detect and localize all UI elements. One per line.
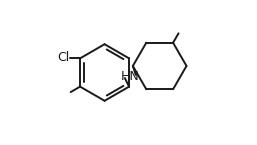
Text: Cl: Cl (57, 51, 69, 64)
Text: HN: HN (121, 70, 140, 83)
